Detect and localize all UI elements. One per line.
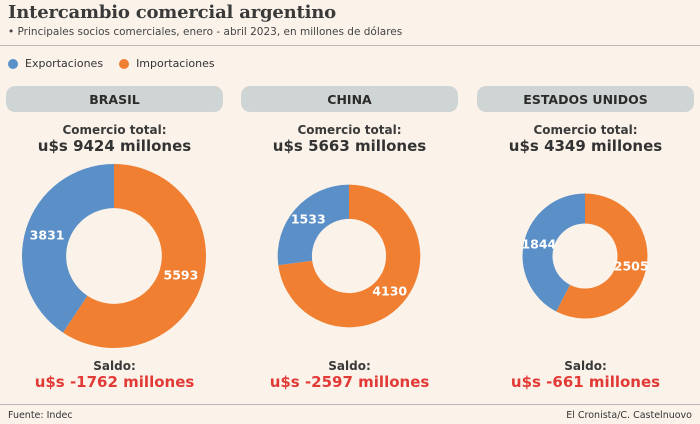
slice-importaciones-estados-unidos [556,193,648,319]
saldo-value: u$s -1762 millones [34,373,195,391]
panel-header-china: CHINA [241,86,458,112]
top-divider [0,45,700,46]
total-trade-value: u$s 4349 millones [508,137,663,155]
credit-note: El Cronista/C. Castelnuovo [566,410,692,421]
saldo-label: Saldo: [93,359,136,373]
saldo-value: u$s -661 millones [510,373,661,391]
donut-chart-brasil: 3831 5593 [21,164,207,348]
slice-exportaciones-china [277,184,349,266]
donut-chart-estados-unidos: 1844 2505 [521,193,649,319]
legend-label-importaciones: Importaciones [136,57,215,70]
label-importaciones-china: 4130 [372,283,407,298]
source-note: Fuente: Indec [8,410,73,421]
label-exportaciones-china: 1533 [291,212,326,227]
saldo-label: Saldo: [564,359,607,373]
legend-swatch-importaciones [119,58,130,69]
panel-header-brasil: BRASIL [6,86,223,112]
panel-header-estados-unidos: ESTADOS UNIDOS [477,86,694,112]
donut-chart-china: 1533 4130 [277,184,421,328]
label-importaciones-estados-unidos: 2505 [614,259,649,274]
label-importaciones-brasil: 5593 [164,268,199,283]
total-trade-label: Comercio total: [533,123,638,137]
legend-swatch-exportaciones [8,58,18,69]
panel-estados-unidos: ESTADOS UNIDOS Comercio total: u$s 4349 … [477,86,694,396]
panel-brasil: BRASIL Comercio total: u$s 9424 millones… [6,86,223,396]
total-trade-value: u$s 5663 millones [272,137,427,155]
bottom-divider [0,404,700,405]
saldo-label: Saldo: [328,359,371,373]
legend-label-exportaciones: Exportaciones [25,57,104,70]
total-trade-label: Comercio total: [297,123,402,137]
legend-item-importaciones: Importaciones [119,57,215,70]
legend: Exportaciones Importaciones [8,57,231,70]
chart-title: Intercambio comercial argentino [8,2,336,23]
slice-importaciones-brasil [63,164,207,348]
slice-exportaciones-brasil [21,164,114,333]
panel-china: CHINA Comercio total: u$s 5663 millones … [241,86,458,396]
chart-subtitle: • Principales socios comerciales, enero … [8,26,403,38]
slice-exportaciones-estados-unidos [522,193,585,312]
saldo-value: u$s -2597 millones [269,373,430,391]
slice-importaciones-china [278,184,421,328]
label-exportaciones-brasil: 3831 [30,227,65,242]
total-trade-value: u$s 9424 millones [37,137,192,155]
label-exportaciones-estados-unidos: 1844 [521,236,556,251]
legend-item-exportaciones: Exportaciones [8,57,103,70]
total-trade-label: Comercio total: [62,123,167,137]
